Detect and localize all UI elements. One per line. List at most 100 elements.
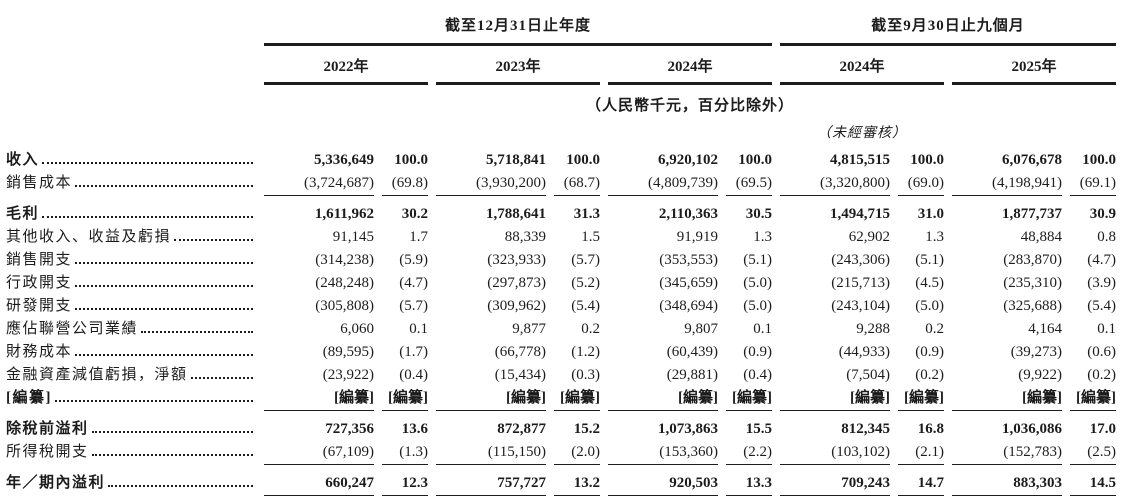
percent-cell: (2.1) [898, 441, 944, 465]
percent-cell: 13.2 [554, 472, 600, 496]
percent-cell: 31.3 [573, 206, 600, 222]
row-label: 所得稅開支 [6, 441, 256, 464]
percent-cell: 30.9 [1089, 206, 1116, 222]
row-label: 財務成本 [6, 341, 256, 364]
percent-cell: 30.5 [745, 206, 772, 222]
amount-cell: [編纂] [608, 387, 718, 411]
row-label-text: 財務成本 [6, 344, 73, 360]
row-label-text: 銷售成本 [6, 175, 73, 191]
dot-leader [190, 377, 253, 379]
row-label: 應佔聯營公司業績 [6, 318, 256, 341]
percent-cell: (5.1) [915, 252, 944, 268]
dot-leader [75, 262, 253, 264]
amount-cell: (60,439) [666, 344, 718, 360]
table-row: 年／期內溢利 660,247 12.3 757,727 13.2 920,503 13.3 7… [6, 472, 1116, 496]
percent-cell: 13.6 [401, 421, 428, 437]
year-header-row: 2022年 2023年 2024年 2024年 2025年 [6, 46, 1116, 85]
percent-cell: 1.3 [925, 229, 944, 245]
percent-cell: (2.0) [554, 441, 600, 465]
percent-cell: (69.5) [726, 172, 772, 196]
row-label-text: 金融資產減值虧損，淨額 [6, 367, 188, 383]
percent-cell: (69.0) [898, 172, 944, 196]
row-label: 除稅前溢利 [6, 418, 256, 441]
amount-cell: 62,902 [848, 229, 890, 245]
dot-leader [55, 400, 253, 402]
row-label-text: 除稅前溢利 [6, 421, 89, 437]
amount-cell: (4,198,941) [952, 172, 1062, 196]
percent-cell: 0.1 [1097, 321, 1116, 337]
percent-cell: 14.7 [898, 472, 944, 496]
amount-cell: 5,336,649 [314, 152, 374, 168]
amount-cell: (305,808) [315, 298, 374, 314]
amount-cell: 812,345 [841, 421, 890, 437]
percent-cell: (5.0) [743, 275, 772, 291]
percent-cell: 100.0 [910, 152, 944, 168]
row-label-text: [編纂] [6, 390, 52, 406]
amount-cell: (353,553) [659, 252, 718, 268]
percent-cell: (1.7) [399, 344, 428, 360]
amount-cell: 920,503 [608, 472, 718, 496]
row-label: 銷售開支 [6, 249, 256, 272]
percent-cell: 0.1 [409, 321, 428, 337]
row-label: 銷售成本 [6, 172, 256, 195]
percent-cell: (69.1) [1070, 172, 1116, 196]
year-column-header: 2023年 [436, 46, 600, 85]
amount-cell: (314,238) [315, 252, 374, 268]
dot-leader [91, 454, 253, 456]
amount-cell: 6,920,102 [658, 152, 718, 168]
amount-cell: (66,778) [494, 344, 546, 360]
amount-cell: (115,150) [436, 441, 546, 465]
percent-cell: (0.6) [1087, 344, 1116, 360]
row-label-text: 毛利 [6, 206, 40, 222]
amount-cell: (15,434) [494, 367, 546, 383]
dot-leader [75, 285, 253, 287]
amount-cell: 4,815,515 [830, 152, 890, 168]
amount-cell: (29,881) [666, 367, 718, 383]
percent-cell: (4.5) [915, 275, 944, 291]
row-label-text: 其他收入、收益及虧損 [6, 229, 172, 245]
row-label-text: 研發開支 [6, 298, 73, 314]
amount-cell: (235,310) [1003, 275, 1062, 291]
percent-cell: 1.5 [581, 229, 600, 245]
year-column-header: 2025年 [952, 46, 1116, 85]
row-label: 其他收入、收益及虧損 [6, 226, 256, 249]
percent-cell: 0.1 [753, 321, 772, 337]
percent-cell: 100.0 [1082, 152, 1116, 168]
dot-leader [174, 239, 253, 241]
percent-cell: (5.4) [1087, 298, 1116, 314]
percent-cell: [編纂] [898, 387, 944, 411]
amount-cell: 883,303 [952, 472, 1062, 496]
percent-cell: [編纂] [726, 387, 772, 411]
percent-cell: (5.7) [571, 252, 600, 268]
period-group-row: 截至12月31日止年度 截至9月30日止九個月 [6, 6, 1116, 46]
table-row: 所得稅開支 (67,109) (1.3) (115,150) (2.0) (153,360… [6, 441, 1116, 465]
amount-cell: 1,611,962 [314, 206, 374, 222]
percent-cell: (5.9) [399, 252, 428, 268]
row-label: 金融資產減值虧損，淨額 [6, 364, 256, 387]
amount-cell: (3,930,200) [436, 172, 546, 196]
table-row: 其他收入、收益及虧損 91,145 1.7 88,339 1.5 91,919 1.3 62,… [6, 226, 1116, 249]
year-column-header: 2022年 [264, 46, 428, 85]
amount-cell: (243,104) [831, 298, 890, 314]
percent-cell: 15.5 [745, 421, 772, 437]
percent-cell: (0.4) [743, 367, 772, 383]
percent-cell: (5.2) [571, 275, 600, 291]
amount-cell: 1,036,086 [1002, 421, 1062, 437]
amount-cell: 48,884 [1020, 229, 1062, 245]
amount-cell: [編纂] [780, 387, 890, 411]
percent-cell: (4.7) [1087, 252, 1116, 268]
amount-cell: 1,073,863 [658, 421, 718, 437]
dot-leader [141, 331, 253, 333]
amount-cell: (297,873) [487, 275, 546, 291]
amount-cell: 9,807 [684, 321, 718, 337]
table-row: 銷售開支 (314,238) (5.9) (323,933) (5.7) (353,553… [6, 249, 1116, 272]
table-row: 除稅前溢利 727,356 13.6 872,877 15.2 1,073,863 15.5… [6, 418, 1116, 441]
amount-cell: 88,339 [504, 229, 546, 245]
amount-cell: [編纂] [952, 387, 1062, 411]
year-column-header: 2024年 [608, 46, 772, 85]
amount-cell: 1,494,715 [830, 206, 890, 222]
percent-cell: 1.7 [409, 229, 428, 245]
table-row: 毛利 1,611,962 30.2 1,788,641 31.3 2,110,363 30.… [6, 203, 1116, 226]
percent-cell: 100.0 [394, 152, 428, 168]
amount-cell: 91,919 [676, 229, 718, 245]
